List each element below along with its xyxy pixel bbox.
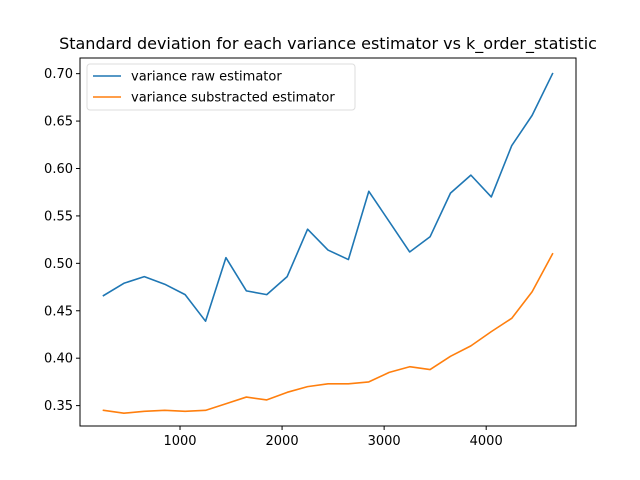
data-point: [327, 249, 330, 252]
data-point: [286, 275, 289, 278]
data-point: [531, 114, 534, 117]
x-tick-label: 4000: [470, 434, 503, 449]
data-point: [224, 256, 227, 259]
data-point: [388, 371, 391, 374]
data-point: [429, 235, 432, 238]
data-point: [122, 412, 125, 415]
data-point: [306, 385, 309, 388]
data-point: [163, 409, 166, 412]
x-tick-label: 3000: [368, 434, 401, 449]
y-tick-label: 0.70: [44, 67, 73, 82]
data-point: [449, 192, 452, 195]
y-tick-label: 0.55: [44, 209, 73, 224]
data-point: [102, 294, 105, 297]
series-line-1: [102, 72, 554, 323]
data-point: [265, 293, 268, 296]
data-point: [510, 317, 513, 320]
data-point: [265, 398, 268, 401]
data-point: [429, 368, 432, 371]
data-point: [286, 391, 289, 394]
y-tick-label: 0.50: [44, 257, 73, 272]
x-axis: 1000 2000 3000 4000: [163, 426, 503, 449]
data-point: [388, 220, 391, 223]
axes-frame: [79, 57, 577, 427]
data-point: [490, 195, 493, 198]
data-point: [490, 330, 493, 333]
data-point: [510, 144, 513, 147]
data-point: [122, 282, 125, 285]
data-point: [347, 382, 350, 385]
data-point: [184, 293, 187, 296]
data-point: [367, 190, 370, 193]
data-point: [143, 410, 146, 413]
y-axis: 0.35 0.40 0.45 0.50 0.55 0.60 0.65 0.70: [44, 67, 80, 414]
data-point: [306, 228, 309, 231]
data-point: [204, 409, 207, 412]
y-tick-label: 0.40: [44, 352, 73, 367]
data-point: [102, 409, 105, 412]
data-point: [163, 283, 166, 286]
legend-box: [86, 63, 356, 111]
data-point: [367, 380, 370, 383]
data-point: [531, 290, 534, 293]
legend-label: variance raw estimator: [131, 70, 282, 85]
data-point: [551, 252, 554, 255]
data-point: [347, 258, 350, 261]
data-point: [408, 365, 411, 368]
data-point: [245, 289, 248, 292]
legend: variance raw estimator variance substract…: [86, 63, 356, 111]
plot-area: [102, 72, 554, 415]
y-tick-label: 0.65: [44, 115, 73, 130]
data-point: [449, 355, 452, 358]
data-point: [204, 320, 207, 323]
data-point: [143, 275, 146, 278]
y-tick-label: 0.45: [44, 304, 73, 319]
x-tick-label: 2000: [266, 434, 299, 449]
data-point: [245, 396, 248, 399]
data-point: [224, 402, 227, 405]
y-tick-label: 0.35: [44, 399, 73, 414]
legend-label: variance substracted estimator: [131, 91, 335, 106]
data-point: [327, 382, 330, 385]
data-point: [469, 344, 472, 347]
x-tick-label: 1000: [163, 434, 196, 449]
chart-title: Standard deviation for each variance est…: [59, 34, 597, 54]
data-point: [184, 410, 187, 413]
data-point: [551, 72, 554, 75]
data-point: [469, 174, 472, 177]
data-point: [408, 250, 411, 253]
series-line-2: [102, 252, 554, 415]
y-tick-label: 0.60: [44, 162, 73, 177]
